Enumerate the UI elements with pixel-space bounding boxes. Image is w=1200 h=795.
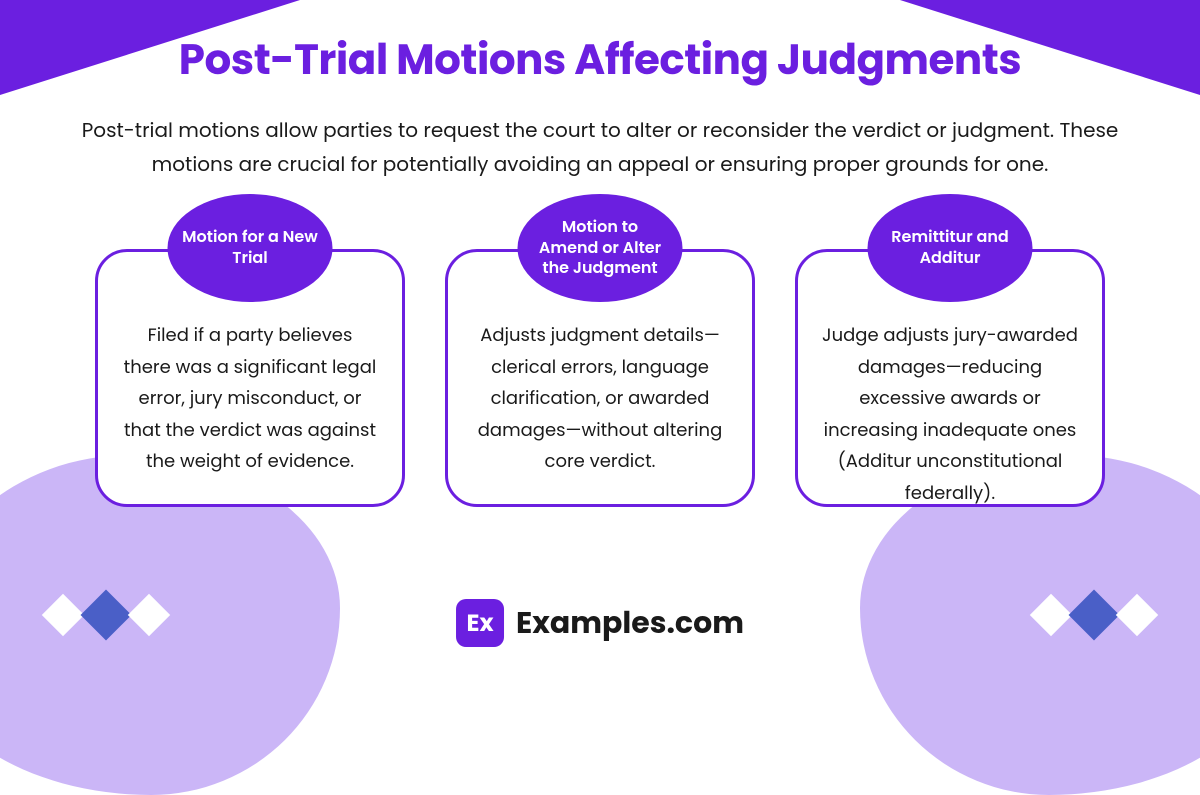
footer-logo: Ex Examples.com [456, 599, 744, 647]
card-body-text: Adjusts judgment details—clerical errors… [472, 320, 728, 478]
diamond-decoration-right [1036, 597, 1152, 633]
cards-row: Motion for a New Trial Filed if a party … [0, 249, 1200, 507]
card-badge: Remittitur and Additur [868, 194, 1033, 302]
diamond-icon [1116, 594, 1158, 636]
diamond-icon [1069, 590, 1120, 641]
card-body-text: Filed if a party believes there was a si… [122, 320, 378, 478]
logo-icon: Ex [456, 599, 504, 647]
card-badge-text: Motion to Amend or Alter the Judgment [532, 217, 669, 279]
card-remittitur-additur: Remittitur and Additur Judge adjusts jur… [795, 249, 1105, 507]
card-motion-new-trial: Motion for a New Trial Filed if a party … [95, 249, 405, 507]
card-badge: Motion for a New Trial [168, 194, 333, 302]
logo-text: Examples.com [516, 600, 744, 646]
card-badge-text: Motion for a New Trial [182, 227, 319, 269]
diamond-decoration-left [48, 597, 164, 633]
card-badge-text: Remittitur and Additur [882, 227, 1019, 269]
card-body-text: Judge adjusts jury-awarded damages—reduc… [822, 320, 1078, 509]
diamond-icon [42, 594, 84, 636]
page-title: Post-Trial Motions Affecting Judgments [0, 0, 1200, 91]
page-subtitle: Post-trial motions allow parties to requ… [0, 91, 1200, 181]
card-badge: Motion to Amend or Alter the Judgment [518, 194, 683, 302]
diamond-icon [81, 590, 132, 641]
diamond-icon [1030, 594, 1072, 636]
diamond-icon [128, 594, 170, 636]
card-motion-amend: Motion to Amend or Alter the Judgment Ad… [445, 249, 755, 507]
